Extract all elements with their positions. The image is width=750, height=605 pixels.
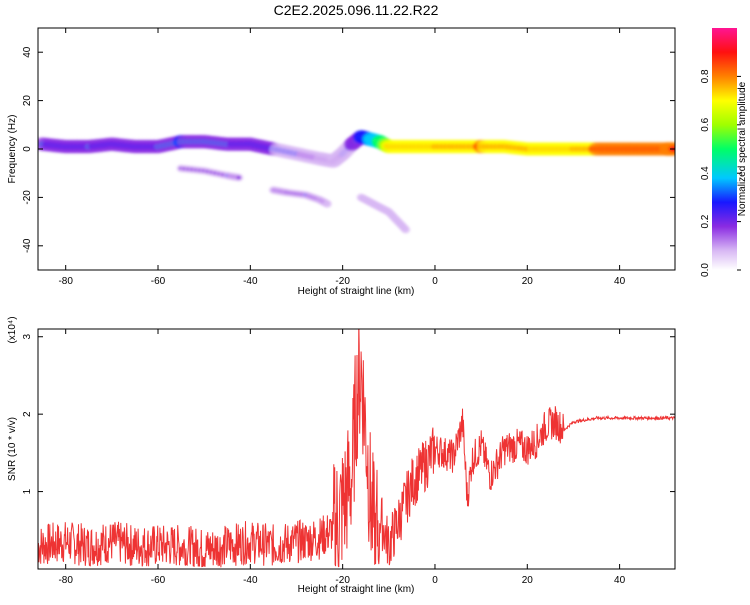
y-tick-label: 3: [22, 334, 33, 340]
x-tick-label: 40: [614, 276, 626, 287]
x-tick-label: -60: [151, 575, 166, 586]
x-tick-label: -40: [243, 575, 258, 586]
y-tick-label: 20: [22, 95, 33, 107]
colorbar-tick-label: 0.0: [700, 263, 711, 277]
x-tick-label: -80: [58, 276, 73, 287]
x-tick-label: -20: [335, 575, 350, 586]
x-tick-label: 0: [432, 276, 438, 287]
chart-title: C2E2.2025.096.11.22.R22: [274, 2, 439, 18]
snr-series-line: [38, 329, 675, 568]
spectrogram-y-label: Frequency (Hz): [7, 115, 18, 184]
snr-plot: -80 -60 -40 -20 0 20 40 1 2 3 Height of straight…: [7, 316, 676, 595]
colorbar-gradient: [712, 28, 737, 270]
colorbar-tick-label: 0.4: [700, 166, 711, 180]
colorbar-tick-label: 0.8: [700, 69, 711, 83]
snr-x-label: Height of straight line (km): [298, 584, 415, 595]
x-tick-label: 20: [522, 276, 534, 287]
y-tick-label: -40: [22, 238, 33, 253]
colorbar-label: Normalized spectral amplitude: [737, 81, 748, 216]
y-tick-label: 2: [22, 411, 33, 417]
x-tick-label: 40: [614, 575, 626, 586]
snr-frame: [37, 328, 676, 570]
x-tick-label: -60: [151, 276, 166, 287]
y-tick-label: 40: [22, 46, 33, 58]
y-tick-label: -20: [22, 190, 33, 205]
x-tick-label: -40: [243, 276, 258, 287]
x-tick-label: -80: [58, 575, 73, 586]
x-tick-label: 20: [522, 575, 534, 586]
x-tick-label: -20: [335, 276, 350, 287]
colorbar-tick-label: 0.2: [700, 214, 711, 228]
colorbar: 0.0 0.2 0.4 0.6 0.8 Normalized spectral ampl…: [700, 28, 748, 277]
colorbar-tick-label: 0.6: [700, 117, 711, 131]
spectrogram-cell: [403, 227, 409, 232]
snr-y-multiplier: (x10⁴): [7, 316, 18, 343]
spectrogram-cell: [325, 202, 330, 206]
spectrogram-x-label: Height of straight line (km): [298, 286, 415, 297]
spectrogram-plot: -80 -60 -40 -20 0 20 40 -40 -20 0 20 40 Height of …: [7, 27, 676, 297]
snr-y-label: SNR (10 * v/v): [7, 417, 18, 481]
x-tick-label: 0: [432, 575, 438, 586]
spectrogram-cell: [236, 175, 242, 180]
y-tick-label: 1: [22, 488, 33, 494]
y-tick-label: 0: [22, 146, 33, 152]
